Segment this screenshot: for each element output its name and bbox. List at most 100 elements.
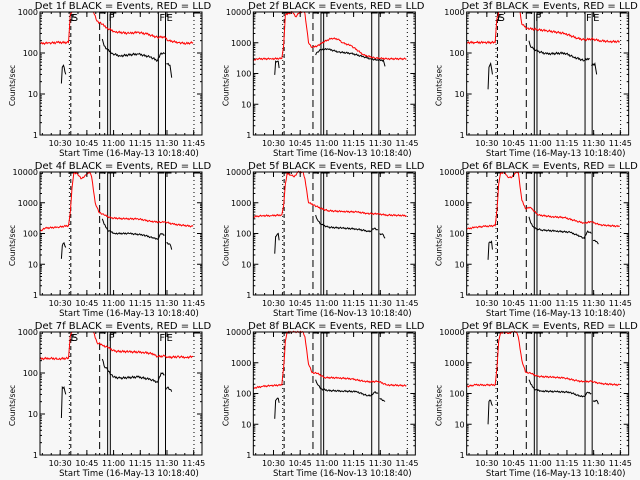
x-tick-label: 11:00 [315,139,338,148]
y-tick-label: 1 [33,451,38,460]
events-series-line [592,239,599,245]
x-tick-label: 11:15 [555,299,578,308]
y-tick-label: 1000 [231,359,251,368]
events-series-line [315,214,379,233]
y-tick-label: 10 [454,420,464,429]
lld-series-line [39,331,73,361]
x-tick-label: 10:30 [475,139,498,148]
x-axis-label: Start Time (16-May-13 10:18:40) [59,309,199,319]
y-tick-label: 1000 [231,39,251,48]
y-tick-label: 10 [241,260,251,269]
marker-label: E [497,13,503,24]
y-tick-label: 10000 [226,8,251,17]
marker-label: S [498,13,504,24]
chart-panel: Det 8f BLACK = Events, RED = LLD 1 10 100 10… [221,321,424,479]
x-axis-label: Start Time (16-May-13 10:18:40) [59,149,199,159]
lld-series-line [39,171,194,232]
marker-label: E [167,13,173,24]
x-tick-label: 10:30 [262,299,285,308]
chart-title: Det 2f BLACK = Events, RED = LLD [248,1,425,12]
events-series-line [487,240,493,260]
chart-title: Det 4f BLACK = Events, RED = LLD [35,161,212,172]
y-tick-label: 1000 [444,199,464,208]
x-tick-label: 11:00 [315,299,338,308]
y-tick-label: 1000 [18,199,38,208]
chart-title: Det 7f BLACK = Events, RED = LLD [35,321,212,332]
y-tick-label: 1 [246,131,251,140]
y-tick-label: 100 [449,230,464,239]
y-tick-label: 10 [454,90,464,99]
x-tick-label: 11:30 [369,299,392,308]
x-tick-label: 11:15 [129,299,152,308]
x-tick-label: 11:45 [609,299,632,308]
x-tick-label: 10:45 [75,139,98,148]
y-axis-label: Counts/sec [8,385,17,426]
x-tick-label: 11:15 [342,139,365,148]
x-tick-label: 11:00 [529,139,552,148]
y-tick-label: 10000 [226,328,251,337]
x-tick-label: 10:45 [75,299,98,308]
x-tick-label: 11:00 [102,139,125,148]
chart-panel: Det 4f BLACK = Events, RED = LLD 1 10 100 10… [8,161,211,319]
x-tick-label: 11:30 [582,299,605,308]
events-series-line [528,379,592,398]
chart-title: Det 9f BLACK = Events, RED = LLD [461,321,638,332]
x-tick-label: 10:30 [262,139,285,148]
plot-frame [39,331,203,456]
x-tick-label: 11:00 [529,299,552,308]
events-series-line [528,40,590,62]
y-tick-label: 10 [28,90,38,99]
plot-frame [466,11,630,136]
events-series-line [274,232,280,254]
lld-series-line [466,330,621,388]
x-tick-label: 10:45 [289,139,312,148]
y-tick-label: 1000 [444,8,464,17]
plot-frame [466,171,630,296]
y-axis-label: Counts/sec [8,225,17,266]
x-tick-label: 11:00 [315,459,338,468]
x-tick-label: 11:15 [555,459,578,468]
y-tick-label: 100 [236,70,251,79]
x-tick-label: 11:45 [182,299,205,308]
y-tick-label: 100 [449,49,464,58]
lld-series-line [39,11,73,46]
marker-label: F [586,13,592,24]
chart-title: Det 3f BLACK = Events, RED = LLD [461,1,638,12]
y-tick-label: 1 [246,451,251,460]
y-tick-label: 10000 [439,168,464,177]
events-series-line [487,399,493,425]
lld-series-line [466,171,620,230]
chart-panel: Det 2f BLACK = Events, RED = LLD 1 10 100 10… [221,1,424,159]
marker-label: E [70,333,76,344]
chart-panel: Det 6f BLACK = Events, RED = LLD 1 10 100 10… [435,161,638,319]
x-tick-label: 10:30 [49,139,72,148]
marker-label: E [70,13,76,24]
x-tick-label: 11:45 [395,139,418,148]
x-tick-label: 10:30 [475,299,498,308]
y-tick-label: 100 [236,390,251,399]
marker-label: F [109,333,115,344]
marker-label: S [72,333,78,344]
x-axis-label: Start Time (16-May-13 10:18:40) [486,309,626,319]
y-tick-label: 1000 [18,8,38,17]
y-tick-label: 1000 [231,199,251,208]
plot-frame [252,331,416,456]
events-series-line [592,399,599,405]
events-series-line [528,216,592,240]
y-tick-label: 1 [33,131,38,140]
chart-title: Det 6f BLACK = Events, RED = LLD [461,161,638,172]
x-tick-label: 11:45 [395,299,418,308]
chart-title: Det 8f BLACK = Events, RED = LLD [248,321,425,332]
marker-label: F [109,13,115,24]
y-tick-label: 1 [460,451,465,460]
plot-frame [252,11,416,136]
y-tick-label: 1 [246,291,251,300]
x-axis-label: Start Time (16-May-13 10:18:40) [59,469,199,479]
y-axis-label: Counts/sec [8,65,17,106]
y-axis-label: Counts/sec [221,225,230,266]
y-tick-label: 100 [23,369,38,378]
chart-panel: Det 5f BLACK = Events, RED = LLD 1 10 100 10… [221,161,424,319]
y-axis-label: Counts/sec [221,385,230,426]
events-series-line [166,242,173,250]
